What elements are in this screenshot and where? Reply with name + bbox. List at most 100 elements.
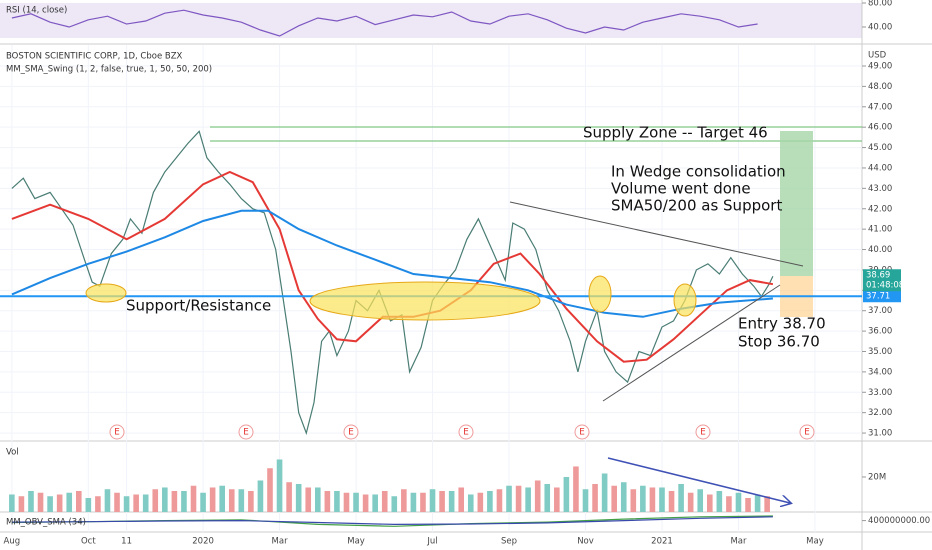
volume-bar — [420, 492, 426, 512]
annotation: Stop 36.70 — [738, 333, 820, 351]
volume-bar — [324, 490, 331, 512]
annotation: SMA50/200 as Support — [611, 197, 782, 215]
highlight — [588, 275, 612, 313]
x-tick-label: Oct — [81, 537, 96, 547]
volume-bar — [630, 489, 637, 512]
volume-bar — [534, 480, 541, 512]
volume-bar — [620, 482, 627, 512]
volume-bar — [238, 489, 245, 512]
volume-bar — [448, 490, 455, 512]
y-tick-label: 400000000.00 — [868, 516, 930, 526]
volume-bar — [764, 496, 770, 512]
volume-bar — [28, 490, 34, 512]
volume-bar — [114, 492, 120, 512]
x-tick-label: Sep — [501, 537, 517, 547]
chart-title: BOSTON SCIENTIFIC CORP, 1D, Cboe BZX — [6, 52, 183, 62]
y-tick-label: 40.00 — [868, 23, 892, 33]
annotation: Entry 38.70 — [738, 315, 826, 333]
rsi-title: RSI (14, close) — [6, 6, 67, 16]
y-tick-label: 36.00 — [868, 327, 892, 337]
series-line — [11, 9, 758, 37]
chart-subtitle: MM_SMA_Swing (1, 2, false, true, 1, 50, … — [6, 65, 212, 75]
obv-title: MM_OBV_SMA (34) — [6, 518, 86, 528]
x-tick-label: 11 — [121, 537, 132, 547]
volume-bar — [754, 494, 761, 512]
earnings-label: E — [348, 428, 354, 438]
volume-bar — [611, 485, 617, 512]
earnings-label: E — [804, 428, 810, 438]
y-tick-label: 42.00 — [868, 204, 892, 214]
volume-bar — [209, 487, 216, 512]
volume-bar — [95, 496, 101, 512]
target-box — [780, 131, 813, 276]
y-tick-label: 37.00 — [868, 306, 892, 316]
earnings-marker — [574, 424, 590, 440]
volume-bar — [104, 489, 111, 512]
volume-bar — [401, 489, 407, 512]
y-tick-label: 33.00 — [868, 388, 892, 398]
volume-bar — [75, 490, 82, 512]
volume-bar — [286, 482, 292, 512]
y-tick-label: 48.00 — [868, 82, 892, 92]
volume-bar — [439, 490, 445, 512]
y-tick-label: 43.00 — [868, 184, 892, 194]
volume-bar — [726, 496, 732, 512]
volume-bar — [353, 492, 359, 512]
earnings-marker — [458, 424, 474, 440]
volume-bar — [56, 494, 63, 512]
volume-bar — [563, 476, 570, 512]
volume-bar — [745, 497, 751, 512]
highlight — [85, 283, 127, 303]
volume-bar — [334, 490, 340, 512]
volume-bar — [592, 483, 598, 512]
earnings-label: E — [463, 428, 469, 438]
volume-bar — [649, 487, 656, 512]
volume-bar — [267, 468, 273, 512]
y-tick-label: 45.00 — [868, 143, 892, 153]
x-tick-label: 2021 — [651, 537, 673, 547]
earnings-marker — [109, 424, 125, 440]
y-tick-label: 20M — [868, 472, 886, 482]
price-tag-label: 37.71 — [866, 292, 890, 302]
volume-bar — [716, 490, 723, 512]
volume-bar — [496, 489, 503, 512]
volume-bar — [315, 487, 321, 512]
volume-bar — [515, 485, 522, 512]
volume-bar — [9, 494, 15, 512]
volume-bar — [659, 487, 665, 512]
earnings-label: E — [114, 428, 120, 438]
volume-bar — [171, 490, 178, 512]
volume-bar — [410, 492, 417, 512]
earnings-label: E — [579, 428, 585, 438]
x-tick-label: Jul — [426, 537, 437, 547]
volume-bar — [573, 466, 579, 512]
x-tick-label: Nov — [577, 537, 594, 547]
earnings-marker — [238, 424, 254, 440]
y-tick-label: 40.00 — [868, 245, 892, 255]
x-tick-label: May — [806, 537, 824, 547]
volume-bar — [487, 490, 493, 512]
currency: USD — [868, 51, 887, 61]
volume-bar — [582, 489, 589, 512]
volume-bar — [295, 483, 302, 512]
highlight — [309, 281, 541, 321]
volume-bar — [181, 490, 187, 512]
volume-title: Vol — [6, 448, 19, 458]
y-tick-label: 46.00 — [868, 123, 892, 133]
volume-arrow — [607, 457, 790, 503]
volume-bar — [477, 492, 484, 512]
volume-bar — [228, 489, 235, 512]
volume-bar — [429, 489, 436, 512]
wedge-line — [509, 201, 804, 267]
volume-bar — [735, 492, 742, 512]
volume-bar — [362, 494, 369, 512]
volume-bar — [47, 496, 53, 512]
marks — [0, 9, 862, 527]
earnings-marker — [695, 424, 711, 440]
volume-bar — [162, 487, 168, 512]
volume-bar — [668, 490, 675, 512]
volume-bar — [697, 489, 704, 512]
volume-bar — [506, 485, 512, 512]
volume-bar — [305, 487, 312, 512]
